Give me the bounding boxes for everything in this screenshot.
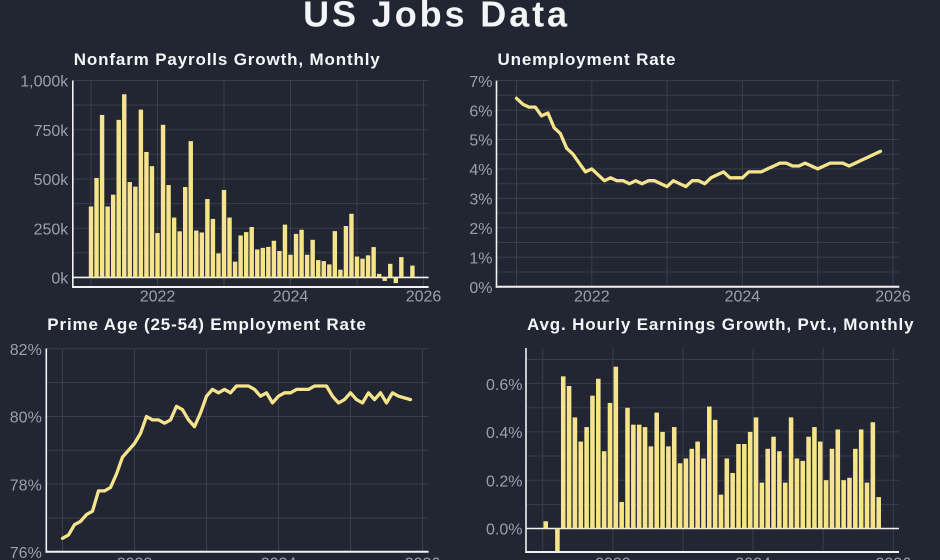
svg-text:2026: 2026 — [875, 289, 911, 306]
svg-text:US Jobs Data: US Jobs Data — [303, 0, 570, 35]
svg-text:2024: 2024 — [273, 289, 309, 306]
svg-text:Prime Age (25-54) Employment R: Prime Age (25-54) Employment Rate — [47, 315, 366, 334]
svg-text:7%: 7% — [469, 74, 492, 91]
svg-text:2022: 2022 — [595, 556, 631, 560]
svg-text:2024: 2024 — [725, 289, 761, 306]
svg-text:250k: 250k — [34, 221, 70, 238]
svg-text:1,000k: 1,000k — [20, 74, 69, 91]
svg-text:0.6%: 0.6% — [486, 377, 522, 394]
svg-text:82%: 82% — [10, 342, 42, 359]
svg-text:Unemployment Rate: Unemployment Rate — [498, 50, 677, 69]
svg-text:2026: 2026 — [406, 289, 442, 306]
svg-text:0k: 0k — [51, 271, 69, 288]
svg-text:750k: 750k — [34, 123, 70, 140]
svg-text:0.0%: 0.0% — [486, 522, 522, 539]
svg-text:500k: 500k — [34, 172, 70, 189]
svg-text:5%: 5% — [469, 133, 492, 150]
svg-text:80%: 80% — [10, 410, 42, 427]
svg-text:1%: 1% — [469, 251, 492, 268]
svg-text:2022: 2022 — [117, 556, 153, 560]
svg-text:2024: 2024 — [735, 556, 771, 560]
svg-text:2024: 2024 — [261, 556, 297, 560]
svg-text:2026: 2026 — [405, 556, 441, 560]
svg-text:2022: 2022 — [140, 289, 176, 306]
svg-text:2026: 2026 — [876, 556, 912, 560]
svg-text:78%: 78% — [10, 477, 42, 494]
svg-text:2%: 2% — [469, 221, 492, 238]
svg-text:6%: 6% — [469, 103, 492, 120]
svg-text:2022: 2022 — [574, 289, 610, 306]
svg-text:4%: 4% — [469, 162, 492, 179]
svg-text:3%: 3% — [469, 192, 492, 209]
svg-text:0%: 0% — [469, 280, 492, 297]
svg-text:0.4%: 0.4% — [486, 425, 522, 442]
svg-text:Nonfarm Payrolls Growth, Month: Nonfarm Payrolls Growth, Monthly — [74, 50, 381, 69]
svg-text:0.2%: 0.2% — [486, 473, 522, 490]
svg-text:76%: 76% — [10, 545, 42, 560]
svg-text:Avg. Hourly Earnings Growth, P: Avg. Hourly Earnings Growth, Pvt., Month… — [527, 315, 914, 334]
